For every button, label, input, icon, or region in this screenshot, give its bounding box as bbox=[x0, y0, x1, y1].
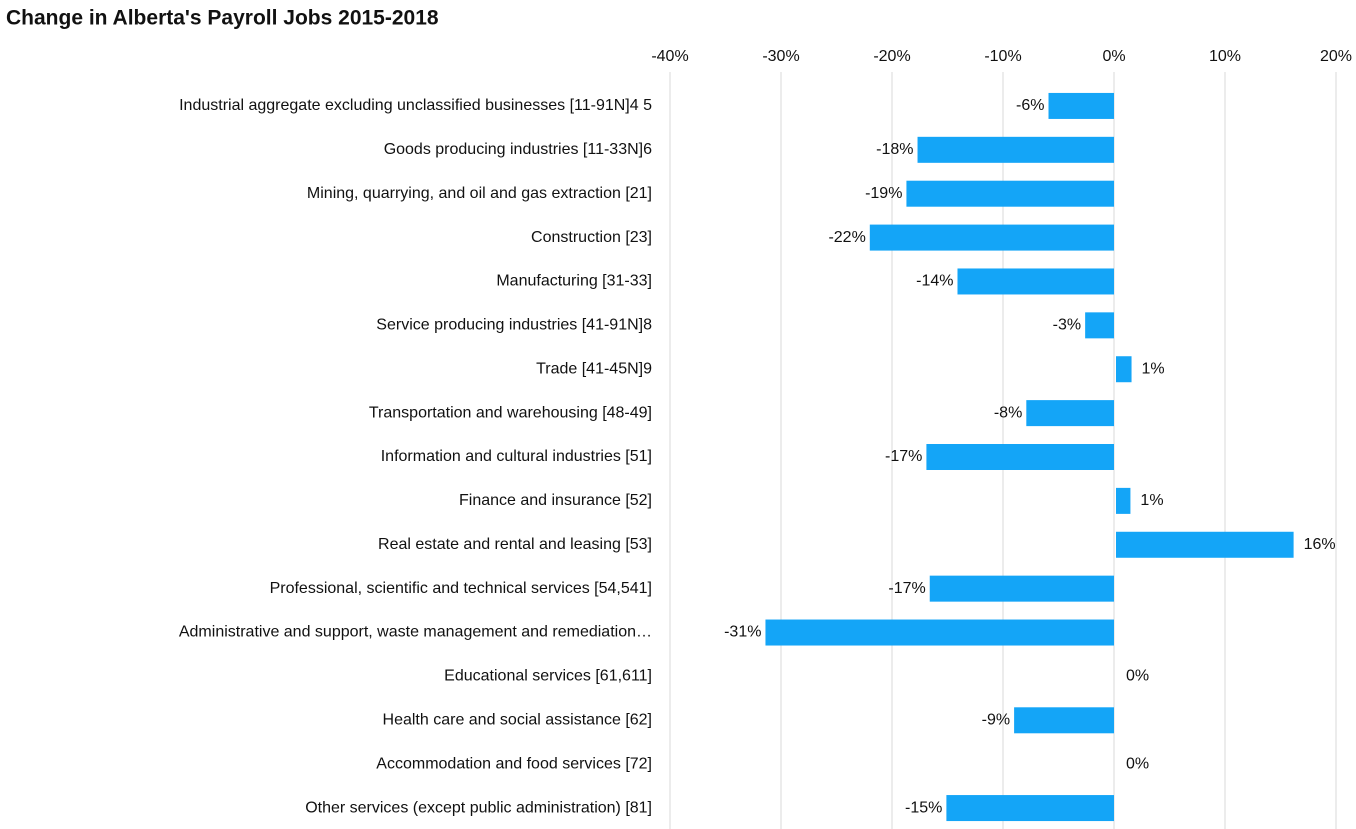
x-tick-label: 20% bbox=[1320, 48, 1352, 65]
data-label: -22% bbox=[828, 229, 865, 246]
y-tick-label: Construction [23] bbox=[531, 229, 652, 246]
bar bbox=[1048, 92, 1114, 119]
bar bbox=[929, 575, 1114, 602]
y-tick-label: Professional, scientific and technical s… bbox=[270, 580, 652, 597]
data-label: -6% bbox=[1016, 97, 1044, 114]
bar bbox=[1026, 400, 1114, 427]
chart-title: Change in Alberta's Payroll Jobs 2015-20… bbox=[6, 7, 439, 30]
data-label: -8% bbox=[994, 404, 1022, 421]
data-label: -14% bbox=[916, 273, 953, 290]
y-tick-label: Service producing industries [41-91N]8 bbox=[376, 317, 652, 334]
bar bbox=[926, 444, 1114, 470]
y-tick-label: Finance and insurance [52] bbox=[459, 492, 652, 509]
y-tick-label: Goods producing industries [11-33N]6 bbox=[384, 141, 652, 158]
bar bbox=[1116, 487, 1131, 514]
data-label: -18% bbox=[876, 141, 913, 158]
data-label: -3% bbox=[1053, 317, 1081, 334]
data-label: -15% bbox=[905, 799, 942, 816]
bar bbox=[957, 268, 1114, 295]
x-tick-label: -20% bbox=[873, 48, 910, 65]
x-tick-label: -30% bbox=[762, 48, 799, 65]
data-label: -17% bbox=[885, 448, 922, 465]
data-label: 1% bbox=[1140, 492, 1163, 509]
bar bbox=[869, 224, 1114, 251]
data-label: 16% bbox=[1304, 536, 1336, 553]
bar bbox=[1116, 356, 1132, 383]
bar bbox=[1014, 707, 1114, 734]
y-tick-label: Industrial aggregate excluding unclassif… bbox=[179, 97, 652, 114]
y-tick-label: Administrative and support, waste manage… bbox=[179, 624, 652, 641]
bar bbox=[917, 136, 1114, 163]
bar bbox=[906, 180, 1114, 207]
x-tick-label: 0% bbox=[1102, 48, 1125, 65]
bar bbox=[1116, 531, 1294, 558]
y-tick-label: Health care and social assistance [62] bbox=[383, 712, 652, 729]
y-tick-label: Trade [41-45N]9 bbox=[536, 360, 652, 377]
y-tick-label: Real estate and rental and leasing [53] bbox=[378, 536, 652, 553]
y-tick-label: Other services (except public administra… bbox=[305, 799, 652, 816]
data-label: -31% bbox=[724, 624, 761, 641]
data-label: 0% bbox=[1126, 668, 1149, 685]
y-tick-label: Transportation and warehousing [48-49] bbox=[369, 404, 652, 421]
data-label: -19% bbox=[865, 185, 902, 202]
x-tick-label: -10% bbox=[984, 48, 1021, 65]
bar bbox=[946, 795, 1114, 822]
data-label: 0% bbox=[1126, 755, 1149, 772]
y-tick-label: Accommodation and food services [72] bbox=[376, 755, 652, 772]
data-label: 1% bbox=[1142, 360, 1165, 377]
bar bbox=[1085, 312, 1114, 339]
y-tick-label: Information and cultural industries [51] bbox=[381, 448, 652, 465]
y-tick-label: Mining, quarrying, and oil and gas extra… bbox=[307, 185, 652, 202]
bar bbox=[765, 619, 1114, 646]
x-tick-label: -40% bbox=[651, 48, 688, 65]
data-label: -9% bbox=[982, 712, 1010, 729]
x-tick-label: 10% bbox=[1209, 48, 1241, 65]
y-tick-label: Manufacturing [31-33] bbox=[496, 273, 652, 290]
data-label: -17% bbox=[888, 580, 925, 597]
y-tick-label: Educational services [61,611] bbox=[444, 668, 652, 685]
